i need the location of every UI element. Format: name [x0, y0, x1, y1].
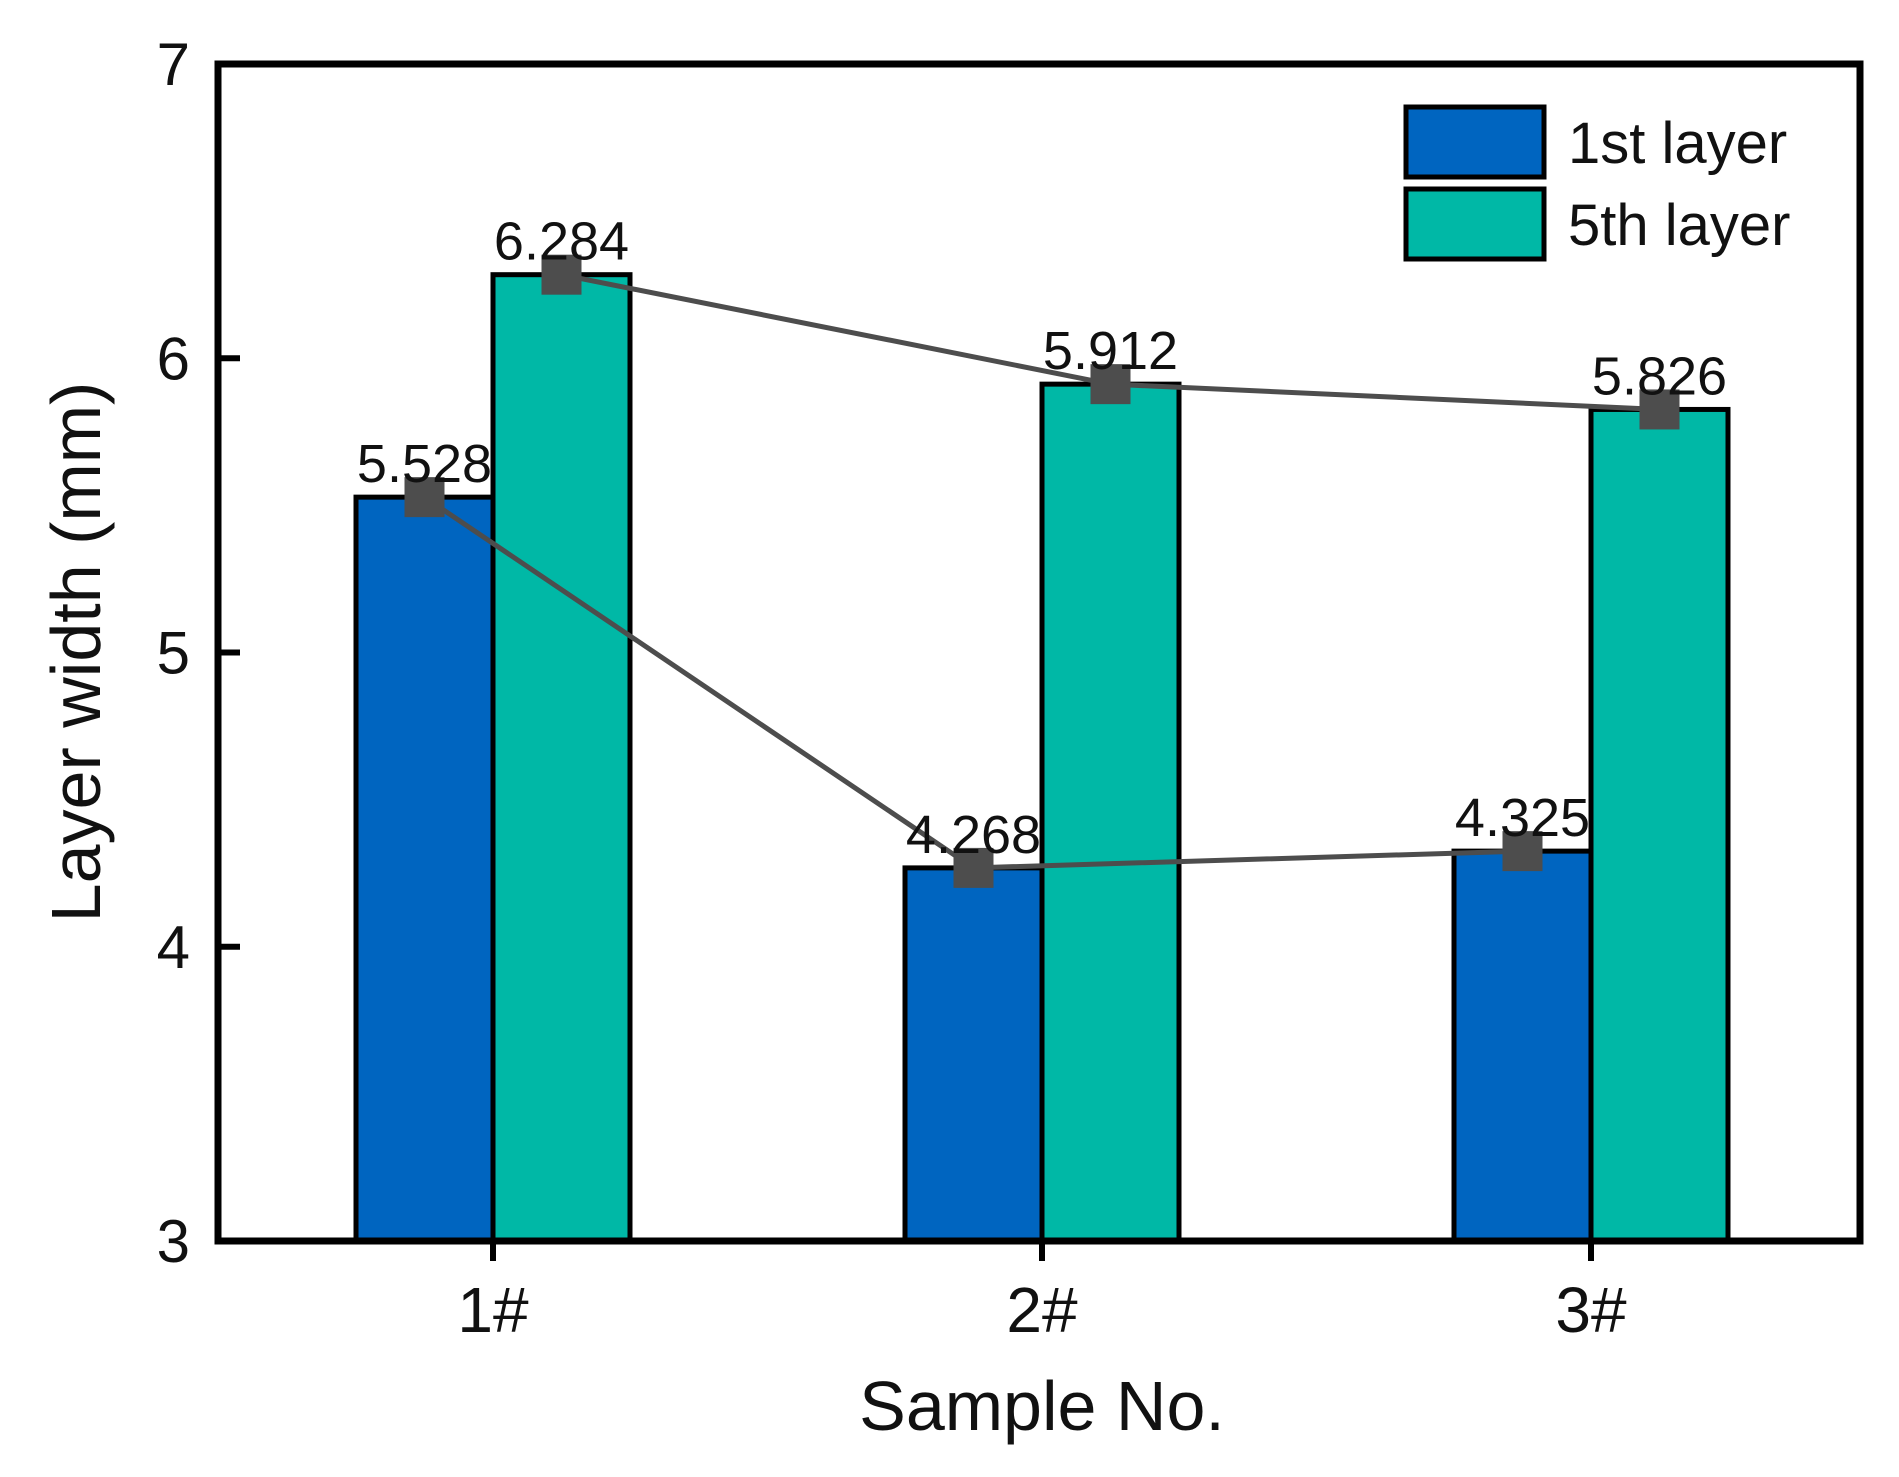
x-tick-label-3: 3# — [1555, 1274, 1627, 1346]
legend-swatch-1 — [1403, 104, 1547, 180]
bar-1-3 — [1451, 848, 1594, 1244]
x-axis-title: Sample No. — [859, 1367, 1225, 1445]
marker-1-1 — [404, 477, 445, 518]
bar-1-2 — [902, 865, 1045, 1244]
value-label-1-2: 4.268 — [906, 805, 1041, 865]
value-labels-layer: 5.528 4.268 4.325 6.284 5.912 5.826 — [357, 212, 1727, 865]
markers-layer — [404, 254, 1680, 888]
value-label-2-3: 5.826 — [1592, 346, 1727, 406]
bar-2-1 — [490, 272, 633, 1244]
marker-2-2 — [1090, 364, 1131, 405]
y-tick-label-6: 6 — [157, 325, 190, 392]
y-tick-label-5: 5 — [157, 620, 190, 687]
y-tick-label-3: 3 — [157, 1208, 190, 1275]
value-label-2-2: 5.912 — [1043, 321, 1178, 381]
y-axis-title: Layer width (mm) — [37, 382, 115, 923]
legend-label-2: 5th layer — [1568, 193, 1790, 258]
legend-swatch-2 — [1403, 186, 1547, 262]
x-axis: 1# 2# 3# — [457, 1241, 1627, 1346]
bar-1-1 — [353, 494, 496, 1244]
bars-layer — [353, 272, 1731, 1244]
marker-2-3 — [1639, 389, 1680, 430]
legend: 1st layer 5th layer — [1403, 104, 1790, 262]
marker-2-1 — [541, 254, 582, 295]
legend-label-1: 1st layer — [1568, 111, 1787, 176]
value-label-1-3: 4.325 — [1455, 788, 1590, 848]
y-axis: 3 4 5 6 7 — [157, 31, 240, 1275]
marker-1-3 — [1502, 831, 1543, 872]
x-tick-label-2: 2# — [1006, 1274, 1078, 1346]
value-label-2-1: 6.284 — [494, 212, 629, 272]
y-tick-label-7: 7 — [157, 31, 190, 98]
marker-1-2 — [953, 847, 994, 888]
y-tick-label-4: 4 — [157, 914, 190, 981]
bar-2-2 — [1039, 381, 1182, 1244]
value-label-1-1: 5.528 — [357, 434, 492, 494]
x-tick-label-1: 1# — [457, 1274, 529, 1346]
bar-2-3 — [1588, 406, 1731, 1244]
